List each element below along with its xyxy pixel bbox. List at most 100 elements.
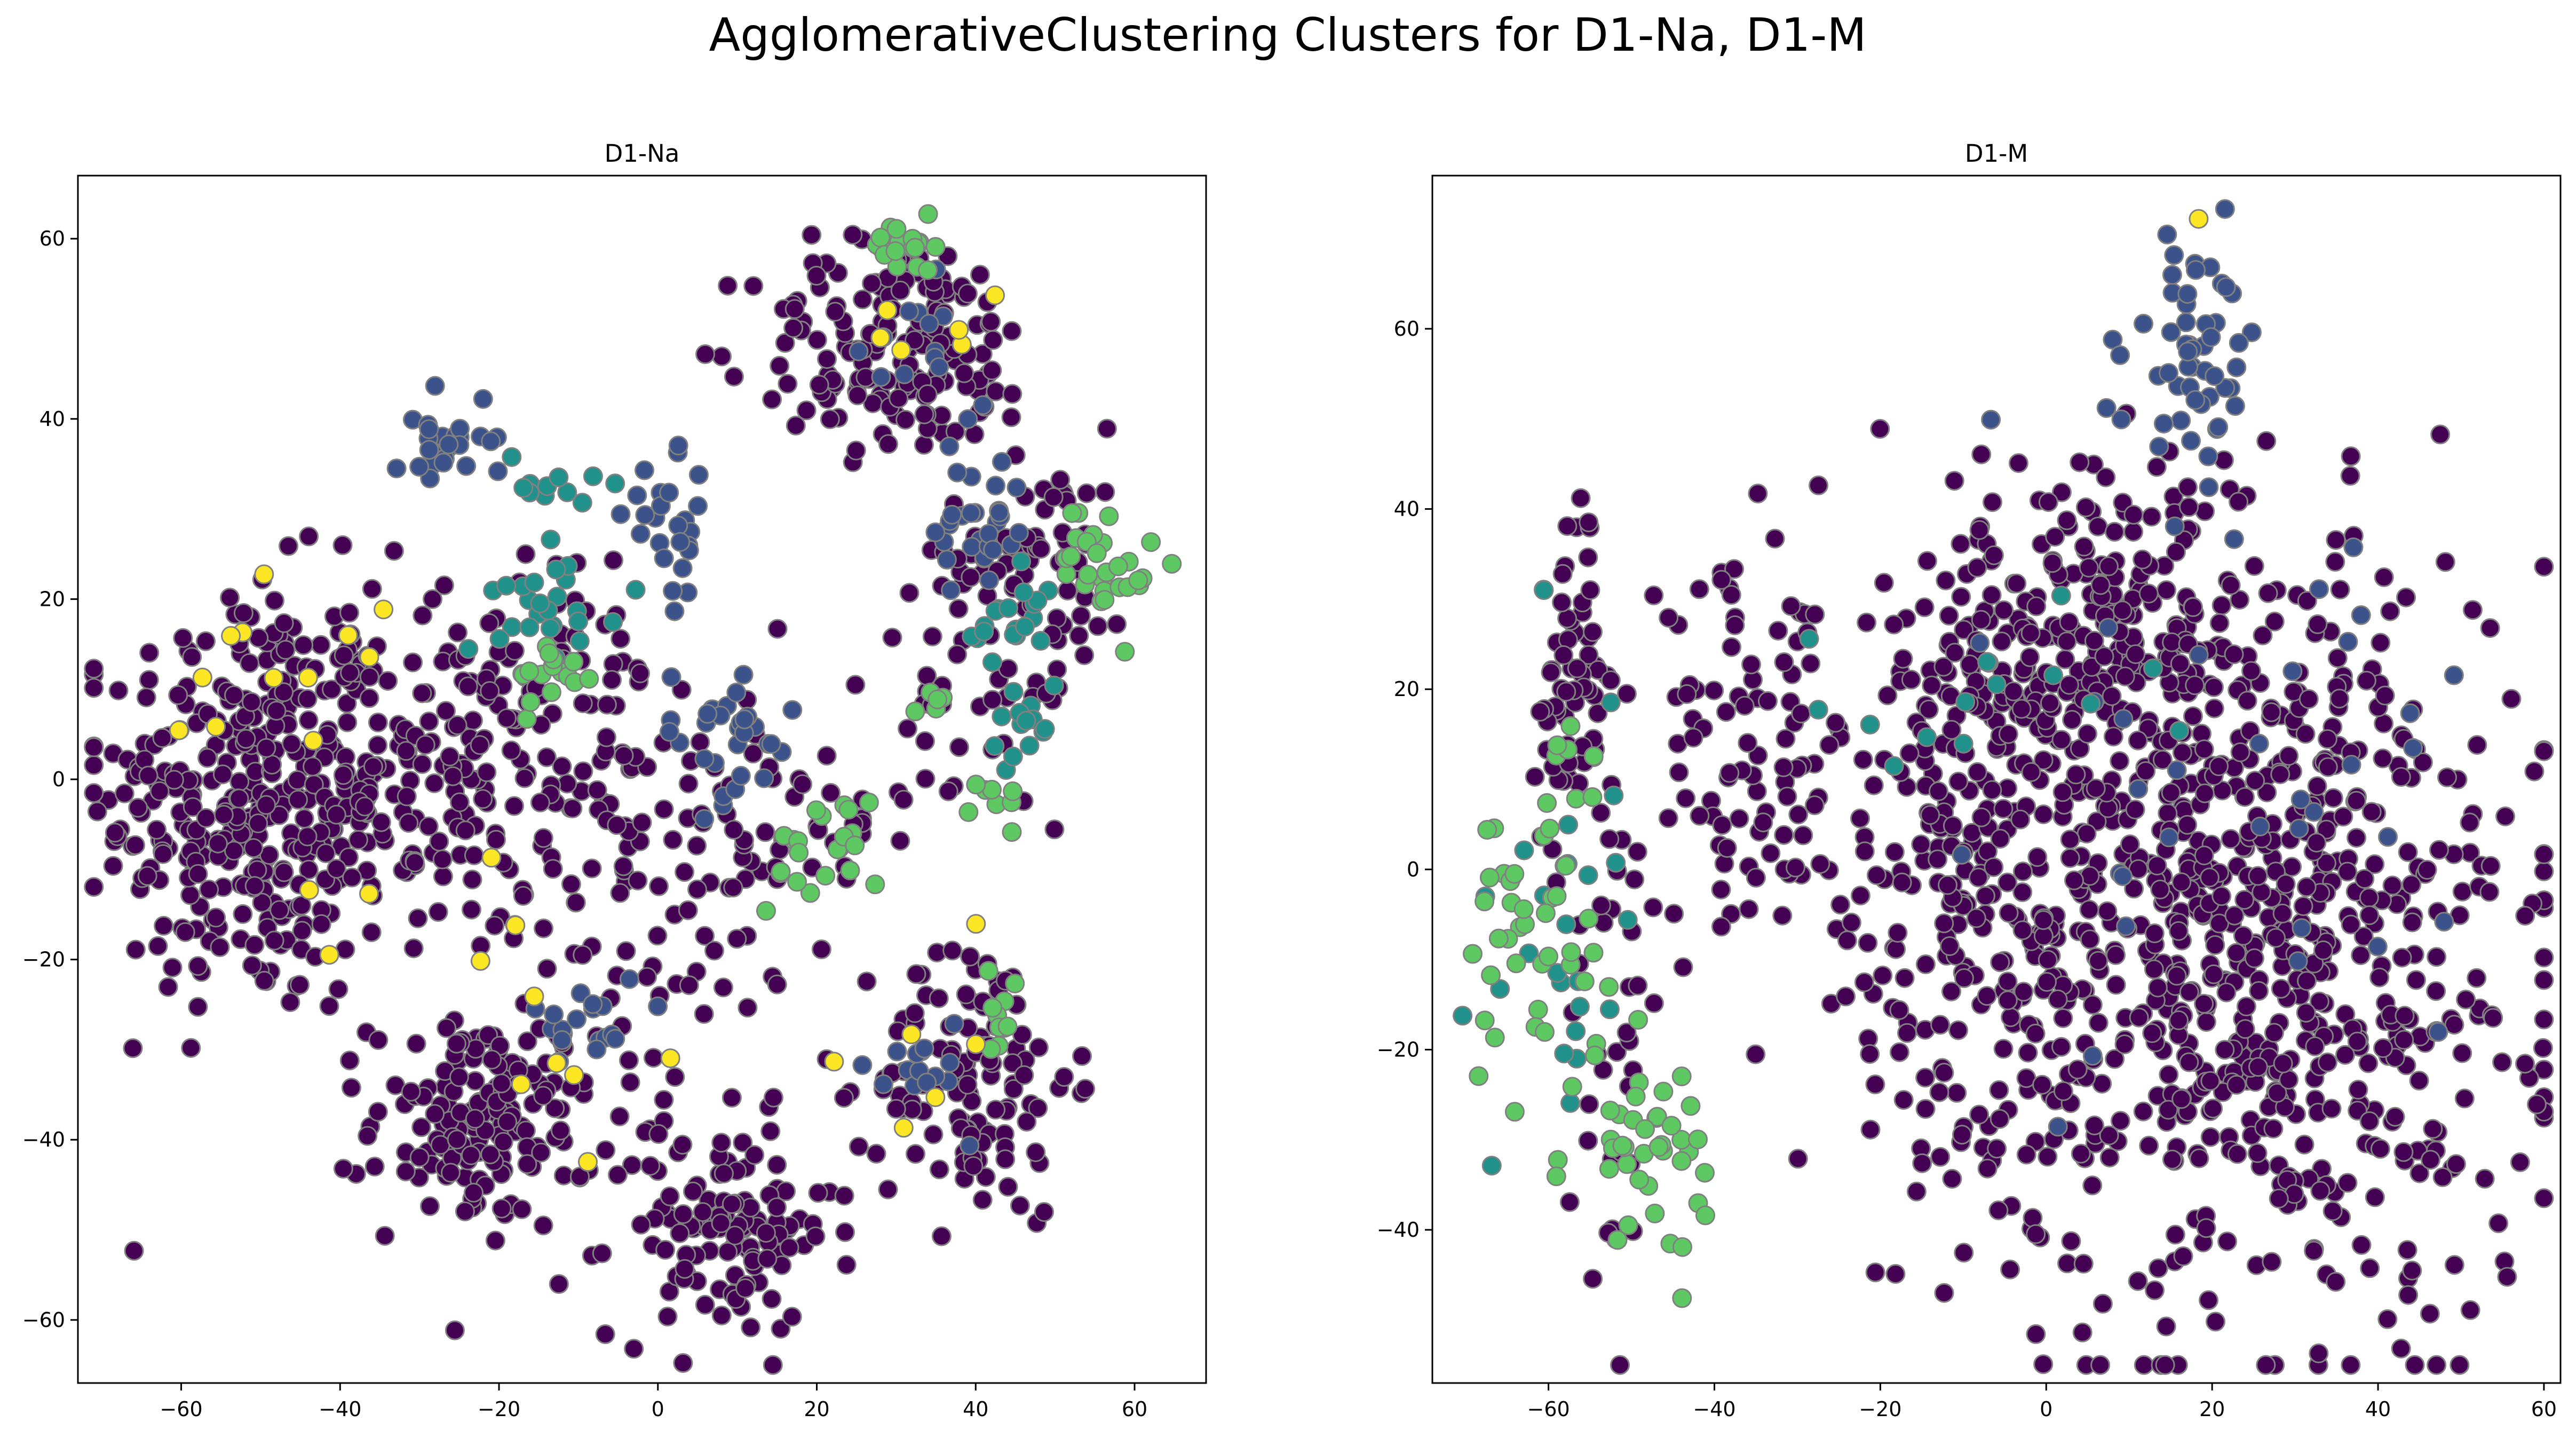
data-point [2171, 1089, 2192, 1109]
data-point [2221, 575, 2241, 595]
data-point [1860, 715, 1880, 734]
data-point [1607, 1042, 1627, 1062]
data-point [2081, 693, 2101, 714]
data-point [1071, 606, 1091, 626]
data-point [2134, 1355, 2154, 1375]
data-point [1075, 1079, 1096, 1099]
data-point [1721, 585, 1741, 605]
data-point [2227, 1144, 2247, 1164]
data-point [2212, 595, 2232, 615]
data-point [1939, 605, 1959, 626]
data-point [840, 860, 860, 881]
data-point [2051, 730, 2072, 750]
data-point [1884, 756, 1904, 776]
data-point [998, 1176, 1018, 1197]
data-point [1528, 999, 1548, 1020]
data-point [2236, 997, 2256, 1016]
data-point [2149, 437, 2169, 457]
data-point [836, 1255, 857, 1275]
data-point [2204, 964, 2224, 984]
data-point [1951, 534, 1971, 554]
data-point [2290, 789, 2311, 810]
data-point [2272, 903, 2293, 923]
data-point [2082, 1175, 2103, 1196]
data-point [2181, 431, 2201, 451]
data-point [1952, 1125, 1972, 1145]
data-point [2073, 1253, 2094, 1274]
data-point [1990, 828, 2010, 849]
data-point [2178, 477, 2198, 497]
data-point [976, 1167, 996, 1187]
data-point [1074, 645, 1095, 665]
data-point [1017, 1112, 1037, 1132]
data-point [722, 1088, 742, 1108]
data-point [2534, 1188, 2554, 1208]
data-point [949, 320, 969, 340]
data-point [1661, 1116, 1682, 1136]
data-point [1810, 854, 1830, 874]
data-point [537, 959, 557, 979]
data-point [2038, 492, 2058, 512]
data-point [1934, 1063, 1954, 1083]
data-point [2200, 1071, 2221, 1091]
data-point [2060, 848, 2080, 868]
data-point [443, 766, 463, 786]
data-point [188, 997, 208, 1017]
data-point [1768, 621, 1788, 641]
data-point [108, 681, 129, 701]
data-point [697, 704, 718, 724]
data-point [961, 567, 981, 587]
data-point [2295, 724, 2316, 744]
data-point [2179, 1052, 2199, 1072]
data-point [2316, 819, 2336, 840]
data-point [824, 1052, 844, 1072]
data-point [1541, 662, 1561, 683]
data-point [1003, 1079, 1024, 1099]
data-point [2144, 923, 2165, 943]
data-point [501, 740, 521, 761]
data-point [1034, 1202, 1054, 1222]
data-point [2351, 945, 2371, 966]
data-point [337, 693, 357, 714]
data-point [1765, 528, 1785, 549]
data-point [694, 749, 715, 769]
data-point [605, 1029, 625, 1049]
data-point [2026, 1224, 2046, 1244]
data-point [2125, 800, 2145, 820]
data-point [1643, 897, 1663, 918]
data-point [673, 1204, 693, 1224]
data-point [655, 1240, 676, 1260]
data-point [688, 496, 708, 516]
data-point [264, 930, 284, 951]
data-point [148, 936, 168, 956]
data-point [248, 813, 268, 833]
data-point [1781, 596, 1801, 616]
data-point [1836, 986, 1856, 1007]
data-point [2253, 625, 2273, 645]
data-point [1552, 564, 1573, 584]
data-point [2429, 840, 2449, 860]
data-point [2001, 1007, 2021, 1028]
data-point [1984, 857, 2004, 878]
data-point [1488, 928, 1509, 949]
data-point [252, 892, 272, 913]
data-point [2480, 618, 2500, 638]
data-point [2446, 1154, 2466, 1174]
data-point [2038, 950, 2058, 970]
data-point [2402, 912, 2422, 933]
data-point [763, 1087, 783, 1108]
data-point [1628, 1010, 1648, 1030]
data-point [1860, 1119, 1881, 1140]
data-point [1864, 775, 1884, 795]
data-point [906, 964, 926, 984]
points-d1-m [1453, 199, 2554, 1375]
data-point [2052, 782, 2073, 802]
data-point [2225, 396, 2245, 416]
data-point [895, 409, 916, 430]
data-point [1850, 808, 1870, 828]
data-point [2153, 414, 2174, 434]
data-point [893, 789, 914, 810]
data-point [1808, 700, 1828, 720]
data-point [1850, 886, 1870, 906]
data-point [915, 769, 936, 789]
